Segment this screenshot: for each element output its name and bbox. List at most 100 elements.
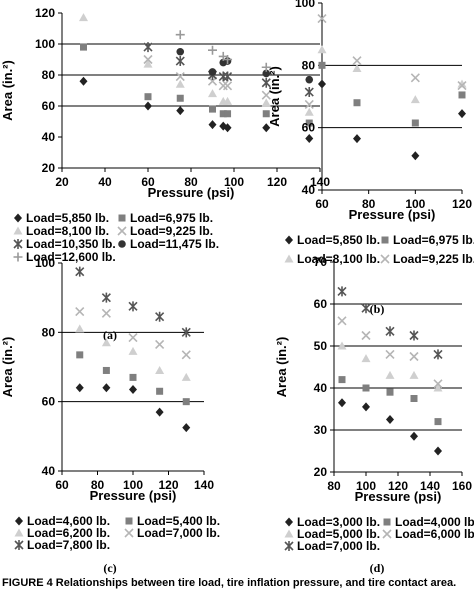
data-point [410,73,420,83]
legend-marker [124,528,134,538]
axis-lines [61,263,204,472]
data-point [305,119,313,127]
legend-marker [15,516,23,526]
data-point [262,69,271,78]
data-point [222,81,233,91]
data-point [410,395,418,402]
data-point [208,68,217,76]
data-point [458,109,466,119]
data-point [175,56,185,67]
axis-lines [321,3,462,191]
data-point [385,370,395,379]
data-point [128,332,138,343]
data-point [102,383,111,393]
data-point [338,376,346,384]
legend-label: Load=12,600 lb. [26,250,116,264]
data-point [181,327,191,338]
data-point [102,366,110,374]
axis-lines [333,262,462,473]
panel-label: (b) [370,302,385,316]
data-point [80,43,87,51]
data-point [361,354,371,363]
data-point [411,151,420,161]
x-axis-title: Pressure (psi) [90,488,177,503]
data-point [79,13,88,22]
y-tick-label: 80 [42,325,56,339]
x-axis-title: Pressure (psi) [355,489,442,504]
y-tick-label: 40 [42,130,56,144]
x-tick-label: 60 [141,175,155,189]
data-point [386,415,394,424]
y-tick-label: 100 [35,256,55,270]
data-point [155,407,164,417]
x-tick-label: 120 [452,197,472,211]
x-tick-label: 140 [194,478,214,492]
legend-label: Load=5,000 lb. [297,527,380,541]
data-point [262,110,270,118]
legend-label: Load=5,400 lb. [137,514,220,528]
data-point [224,110,232,118]
data-point [304,107,314,116]
x-tick-label: 100 [123,478,143,492]
legend-label: Load=7,000 lb. [297,539,380,553]
y-tick-label: 40 [42,464,56,478]
data-point [208,120,217,130]
legend-label: Load=4,000 lb. [395,515,474,529]
y-tick-label: 60 [42,395,56,409]
x-tick-label: 120 [388,479,408,493]
data-point [155,339,165,350]
x-tick-label: 20 [55,175,69,189]
y-tick-label: 80 [302,58,316,72]
data-point [457,81,467,91]
data-point [143,54,153,65]
y-tick-label: 60 [42,99,56,113]
x-tick-label: 80 [91,478,105,492]
legend-marker [284,541,294,551]
data-point [337,341,347,350]
legend-label: Load=7,800 lb. [27,538,110,552]
data-point [433,383,443,392]
data-point [101,308,111,318]
legend-marker [14,213,22,223]
data-point [411,119,419,127]
panel-label: (c) [103,561,116,575]
data-point [409,351,419,362]
x-tick-label: 160 [452,479,472,493]
data-point [385,326,395,337]
data-point [317,45,327,54]
data-point [261,98,271,107]
x-tick-label: 140 [310,175,330,189]
chart-panel-d: 80 100 120 140 160 20 30 40 50 60 70 Pressure (psi)… [274,255,474,575]
data-point [409,330,419,341]
data-point [182,423,191,433]
data-point [261,77,271,88]
data-point [337,316,347,326]
data-point [385,349,395,359]
y-tick-label: 40 [314,381,328,395]
data-point [143,42,153,53]
y-tick-label: 40 [302,183,316,197]
data-point [261,62,271,72]
data-point [362,402,370,412]
y-tick-label: 70 [314,255,328,269]
data-point [156,387,164,395]
data-point [304,99,314,110]
legend-marker [284,529,294,538]
data-point [410,95,420,104]
data-point [75,306,85,317]
x-tick-label: 40 [98,175,112,189]
data-point [352,56,362,66]
data-point [129,373,137,381]
data-point [352,63,362,72]
data-point [318,79,326,89]
legend-marker [285,517,293,527]
data-point [318,61,326,69]
y-tick-label: 80 [42,68,56,82]
figure-caption: FIGURE 4 Relationships between tire load… [2,577,456,589]
x-tick-label: 100 [224,175,244,189]
data-point [362,384,370,392]
y-tick-label: 20 [42,161,56,175]
legend-marker [14,540,24,550]
